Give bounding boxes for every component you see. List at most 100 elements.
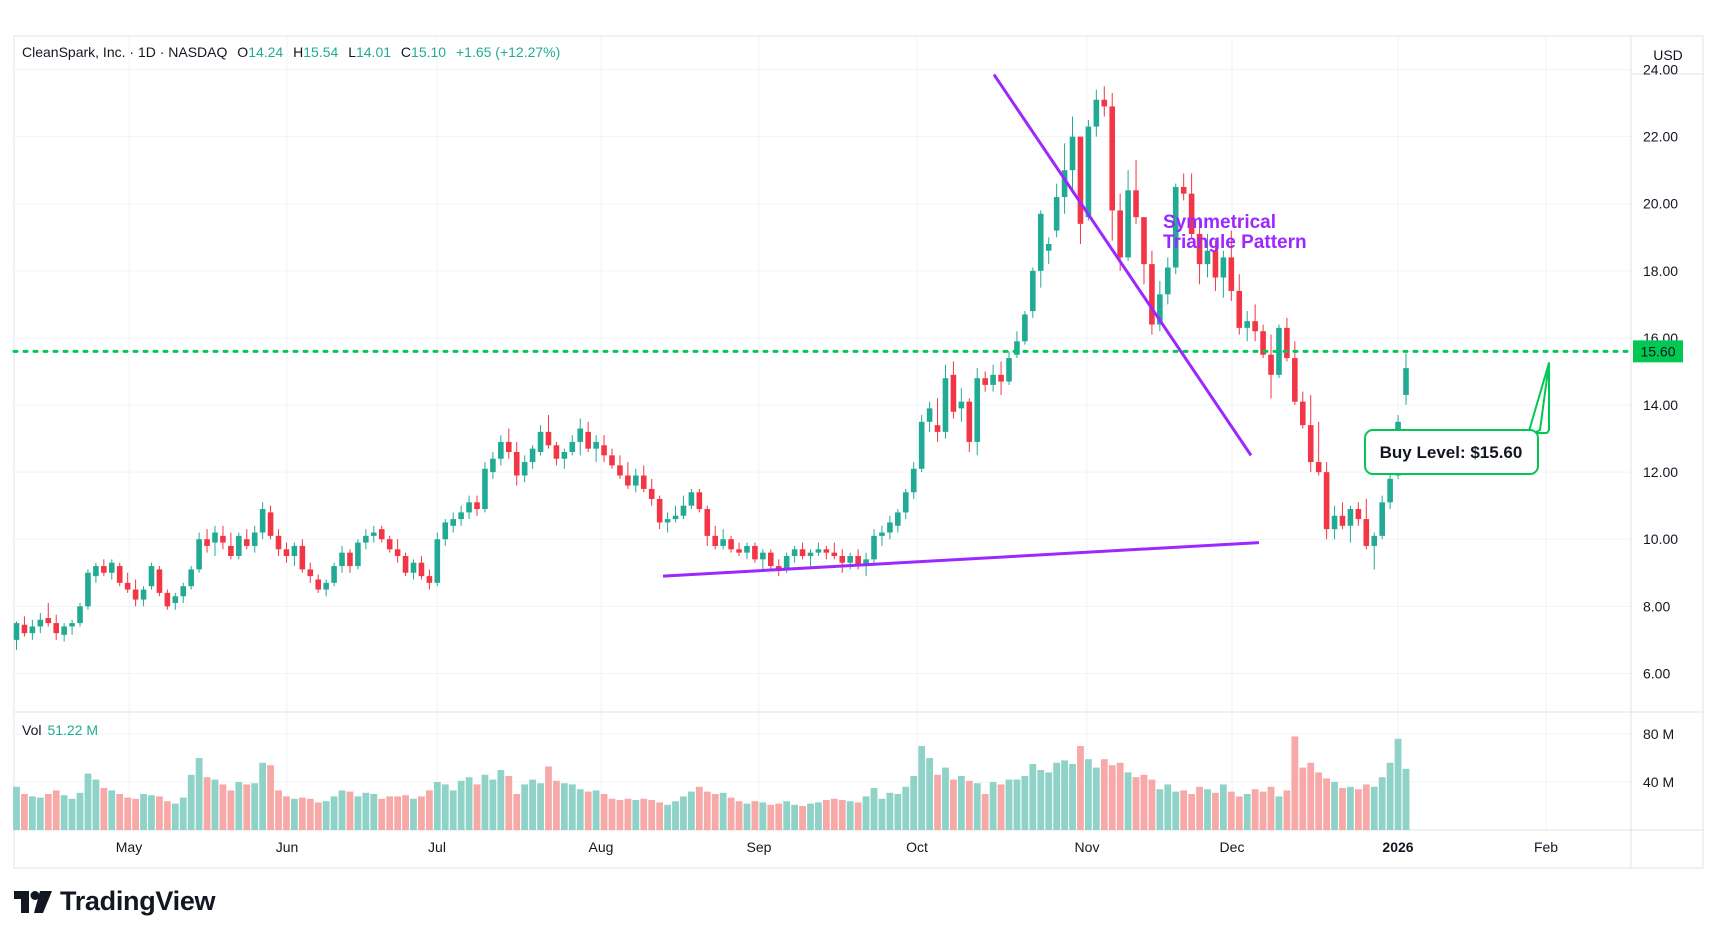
candle-body — [1117, 210, 1123, 258]
candle-body — [998, 374, 1004, 382]
candle-body — [1037, 213, 1044, 271]
candle-body — [1022, 314, 1028, 342]
currency-button[interactable]: USD — [1653, 47, 1683, 63]
candle-body — [871, 535, 877, 560]
price-tick-label: 20.00 — [1643, 196, 1678, 212]
volume-bar — [1267, 786, 1275, 830]
candle-body — [53, 623, 59, 634]
candle-body — [172, 596, 179, 603]
candle-body — [1165, 267, 1171, 295]
candle-body — [156, 569, 163, 593]
volume-bar — [688, 791, 695, 830]
candle-body — [1109, 106, 1116, 211]
open-label: O — [237, 44, 249, 60]
candle-body — [1379, 502, 1385, 536]
volume-bar — [695, 786, 703, 830]
time-tick-label: Aug — [589, 839, 614, 855]
candle-body — [974, 378, 981, 442]
candle-body — [863, 559, 869, 567]
volume-bar — [989, 782, 997, 830]
volume-bar — [1386, 762, 1394, 830]
volume-bar — [1108, 765, 1116, 830]
candle-body — [228, 545, 234, 556]
volume-bar — [306, 798, 314, 830]
volume-tick-label: 40 M — [1643, 774, 1674, 790]
candle-body — [132, 589, 139, 600]
candle-body — [609, 455, 615, 466]
volume-bar — [791, 804, 799, 830]
volume-bar — [545, 766, 552, 830]
candle-body — [180, 586, 187, 597]
candle-body — [823, 549, 830, 553]
volume-bar — [584, 791, 592, 830]
volume-bar — [425, 790, 433, 830]
candle-body — [275, 535, 282, 550]
candle-body — [1339, 515, 1346, 526]
volume-bar — [878, 798, 886, 830]
candle-body — [1141, 217, 1147, 265]
volume-bar — [592, 790, 600, 830]
volume-bar — [513, 794, 521, 830]
volume-bar — [807, 803, 814, 830]
candle-body — [553, 445, 560, 459]
candle-body — [855, 556, 861, 567]
candle-body — [815, 549, 822, 553]
candle-body — [267, 512, 274, 536]
volume-bar — [187, 774, 195, 830]
candle-body — [1307, 425, 1314, 463]
volume-bar — [76, 792, 84, 830]
candle-body — [426, 576, 433, 583]
candle-body — [696, 492, 703, 510]
volume-bar — [1204, 789, 1211, 830]
volume-bar — [1212, 792, 1219, 830]
candle-body — [101, 566, 107, 573]
candle-body — [1252, 321, 1258, 332]
candle-body — [1204, 250, 1211, 265]
volume-bar — [1172, 791, 1180, 830]
volume-bar — [1259, 791, 1267, 830]
volume-bar — [92, 779, 100, 830]
volume-bar — [163, 801, 171, 830]
candle-body — [1323, 472, 1330, 530]
candle-body — [1196, 233, 1203, 265]
tradingview-logo[interactable]: TradingView — [14, 886, 216, 917]
volume-bar — [489, 779, 497, 830]
annotations: 15.60 Buy Level: $15.60 SymmetricalTriangl… — [1163, 212, 1683, 475]
buy-level-callout-text: Buy Level: $15.60 — [1380, 443, 1523, 462]
volume-bar — [140, 794, 147, 830]
candle-body — [1268, 354, 1274, 375]
candle-body — [831, 552, 838, 556]
volume-bar — [1037, 770, 1045, 830]
volume-bar — [505, 776, 513, 830]
volume-bar — [322, 801, 330, 830]
price-tick-label: 14.00 — [1643, 397, 1678, 413]
candle-body — [529, 448, 536, 463]
volume-bar — [68, 798, 76, 830]
volume-bar — [815, 802, 822, 830]
volume-legend: Vol 51.22 M — [22, 722, 98, 738]
candle-body — [640, 475, 647, 489]
candle-body — [926, 408, 933, 422]
candle-body — [236, 535, 242, 556]
time-tick-label: Nov — [1075, 839, 1100, 855]
candle-body — [791, 549, 798, 556]
change-value: +1.65 (+12.27%) — [455, 44, 561, 60]
candle-body — [1299, 401, 1306, 426]
candle-body — [982, 378, 988, 385]
time-tick-label: Sep — [747, 839, 772, 855]
candle-body — [720, 539, 726, 546]
volume-bar — [283, 796, 290, 830]
candle-body — [545, 431, 552, 446]
volume-bar — [394, 796, 402, 830]
volume-bar — [1394, 738, 1402, 830]
volume-bar — [1378, 777, 1386, 830]
volume-bar — [346, 791, 354, 830]
volume-bar — [1005, 779, 1013, 830]
volume-bar — [1053, 762, 1061, 830]
candle-body — [1228, 257, 1235, 291]
volume-bar — [1021, 776, 1029, 830]
candle-body — [85, 572, 91, 607]
candle-body — [323, 582, 329, 590]
volume-bar — [267, 765, 274, 830]
